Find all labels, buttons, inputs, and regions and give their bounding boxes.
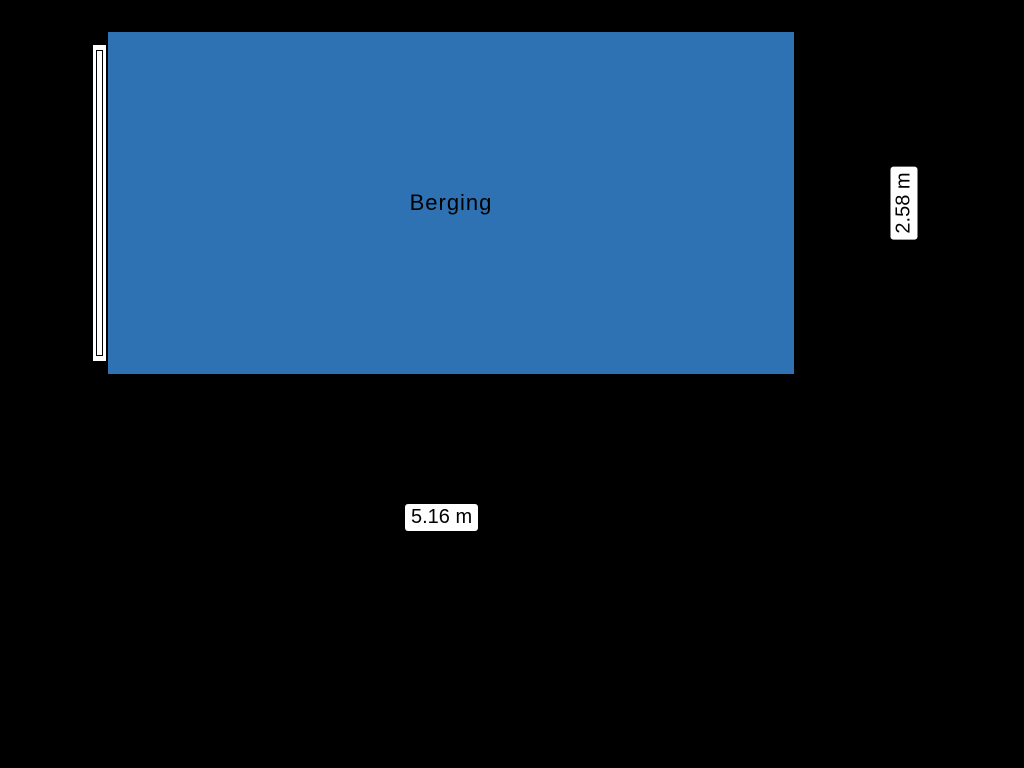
floorplan-canvas: Berging 5.16 m 2.58 m <box>0 0 1024 768</box>
room-label: Berging <box>410 190 493 216</box>
door-inner <box>96 50 103 356</box>
room-berging: Berging <box>107 31 795 375</box>
dimension-width-label: 5.16 m <box>405 504 478 531</box>
dimension-height-label: 2.58 m <box>891 166 918 239</box>
